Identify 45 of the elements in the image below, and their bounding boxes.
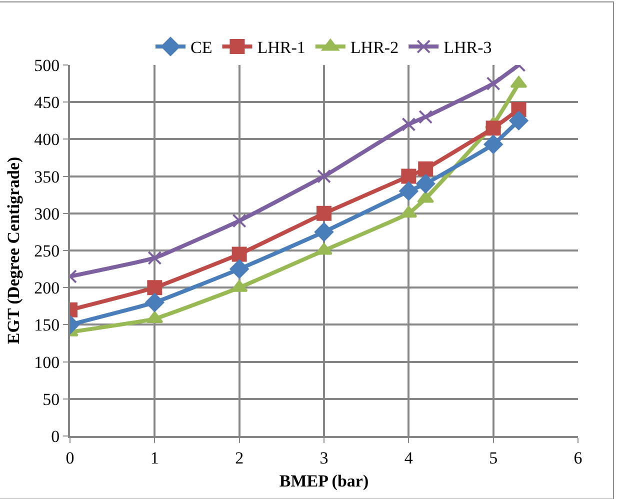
point — [145, 292, 164, 312]
point — [484, 134, 503, 154]
y-tick-label: 500 — [34, 56, 60, 75]
x-axis-title: BMEP (bar) — [279, 471, 369, 490]
legend-label: LHR-1 — [257, 38, 306, 58]
point — [402, 117, 416, 132]
point — [400, 206, 418, 218]
point — [314, 222, 334, 242]
legend-label: LHR-3 — [444, 38, 492, 58]
x-tick-label: 1 — [150, 448, 159, 468]
point — [399, 182, 418, 201]
point — [232, 214, 246, 228]
legend-label: CE — [190, 38, 212, 58]
y-tick-label: 250 — [34, 241, 60, 260]
y-tick-label: 450 — [34, 93, 60, 112]
point — [316, 206, 332, 221]
point — [418, 161, 434, 176]
point — [317, 169, 331, 184]
y-tick-label: 350 — [34, 167, 60, 186]
y-tick-label: 50 — [42, 390, 60, 409]
point — [486, 120, 501, 136]
point — [418, 110, 433, 124]
y-tick-label: 0 — [51, 426, 60, 446]
point — [232, 246, 247, 262]
x-tick-label: 4 — [404, 448, 414, 468]
x-tick-label: 6 — [574, 448, 582, 468]
point — [148, 250, 162, 265]
y-tick-label: 200 — [34, 278, 60, 298]
point — [416, 174, 436, 194]
point — [486, 76, 500, 91]
x-tick-label: 2 — [235, 448, 244, 468]
point — [230, 260, 249, 278]
legend-label: LHR-2 — [350, 38, 399, 58]
y-tick-label: 100 — [34, 352, 60, 372]
point — [401, 168, 416, 184]
point — [147, 280, 162, 296]
x-tick-label: 5 — [489, 448, 498, 468]
x-tick-label: 0 — [66, 448, 74, 468]
y-axis-title: EGT (Degree Centigrade) — [4, 156, 24, 344]
point — [146, 311, 164, 324]
point — [509, 111, 528, 130]
y-tick-label: 300 — [34, 204, 60, 224]
y-tick-label: 400 — [34, 130, 60, 150]
x-tick-label: 3 — [320, 448, 328, 468]
y-tick-label: 150 — [34, 316, 60, 335]
